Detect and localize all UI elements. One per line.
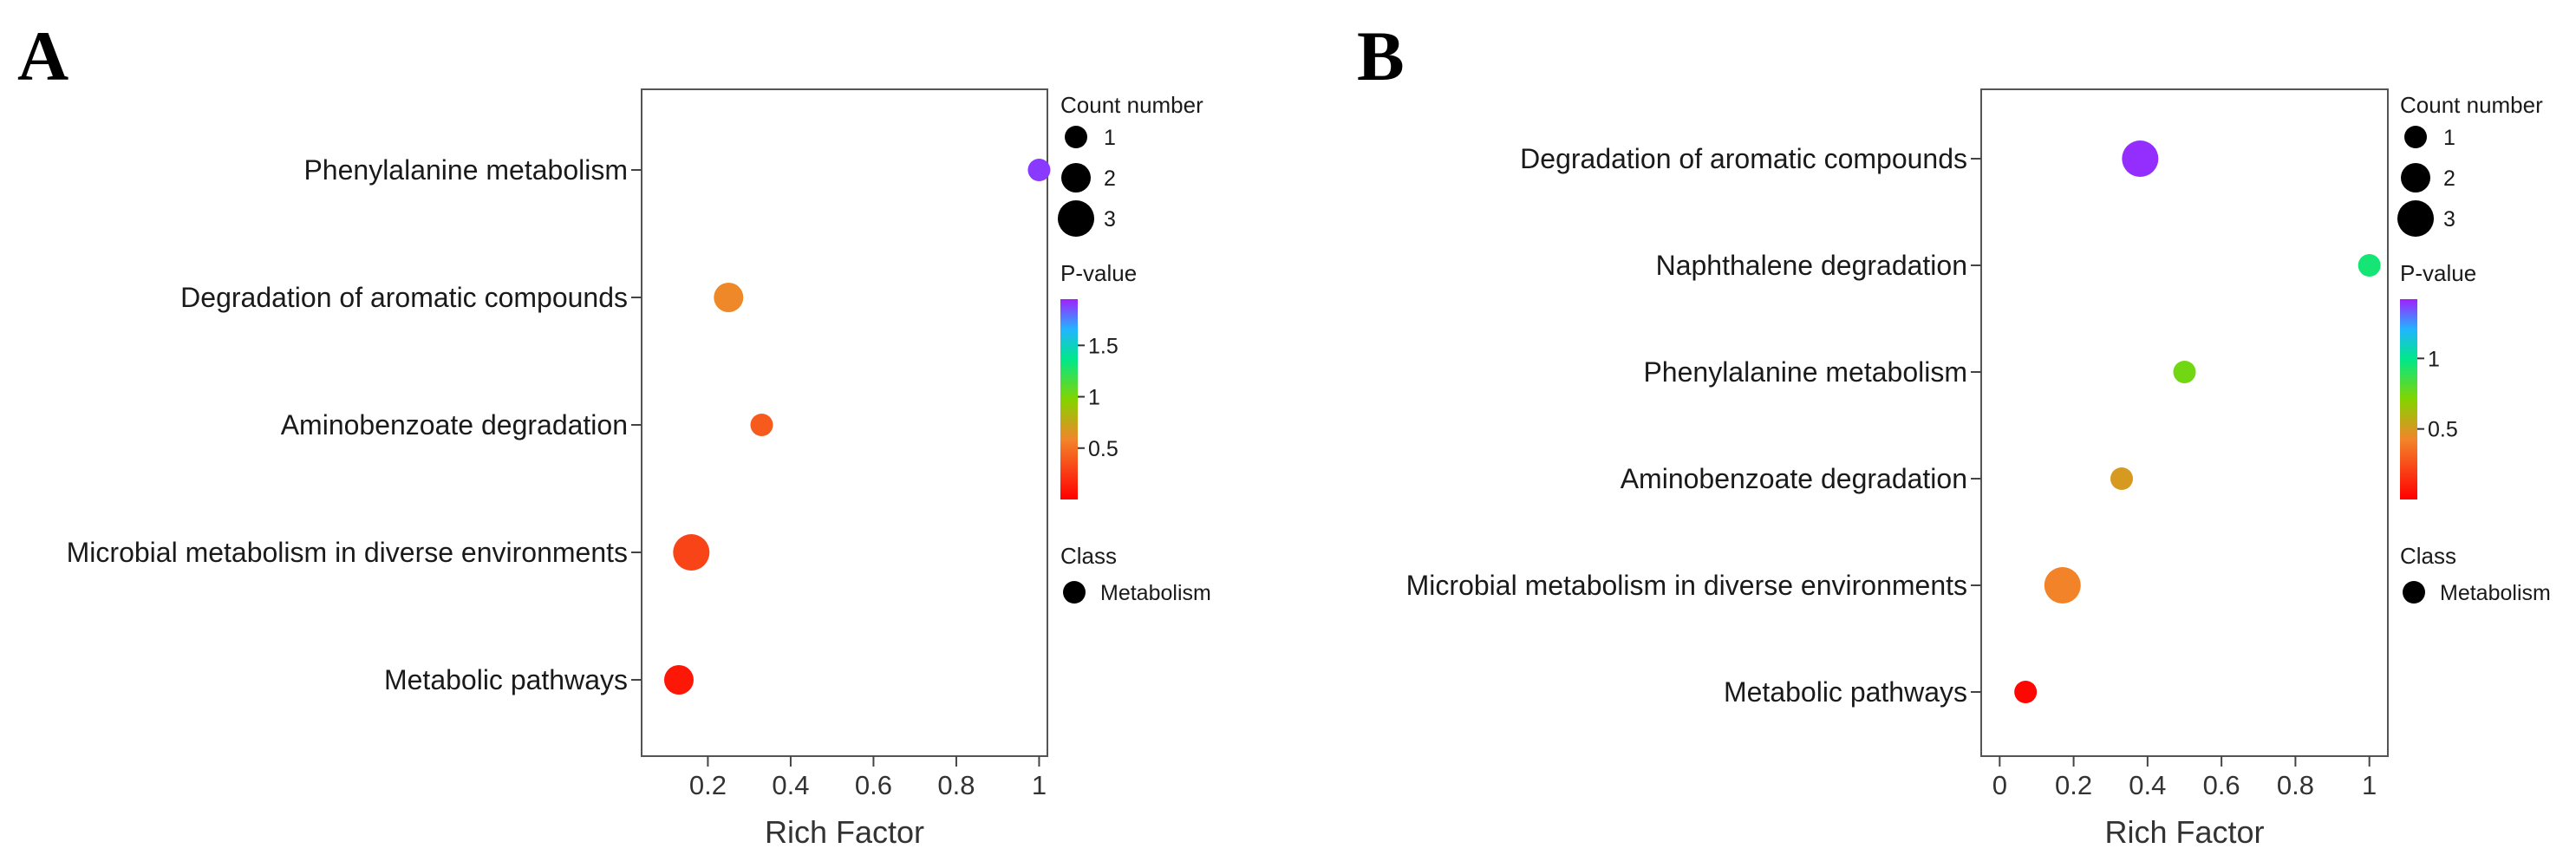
plot-frame bbox=[1980, 88, 2389, 757]
legend-class-circle bbox=[1063, 581, 1086, 604]
x-axis-title: Rich Factor bbox=[2104, 814, 2264, 850]
legend-count-label: 3 bbox=[1104, 207, 1116, 232]
y-tick-label: Microbial metabolism in diverse environm… bbox=[67, 537, 628, 568]
legend-pvalue-tick-label: 0.5 bbox=[2428, 418, 2458, 442]
x-tick-label: 0.6 bbox=[2203, 770, 2240, 800]
legend-count-label: 1 bbox=[2443, 126, 2455, 150]
data-point bbox=[2173, 361, 2196, 383]
data-point bbox=[2110, 467, 2134, 490]
data-point bbox=[673, 534, 710, 571]
legend-count-circle bbox=[2404, 126, 2427, 148]
y-tick-label: Microbial metabolism in diverse environm… bbox=[1406, 570, 1967, 601]
legend-count-circle bbox=[2401, 163, 2430, 193]
y-tick-label: Aminobenzoate degradation bbox=[1621, 463, 1967, 494]
legend-class-label: Metabolism bbox=[1100, 581, 1211, 605]
legend-count-label: 2 bbox=[2443, 166, 2455, 191]
data-point bbox=[2014, 681, 2038, 703]
legend-class-title: Class bbox=[1060, 543, 1117, 569]
x-tick-label: 0.8 bbox=[2277, 770, 2314, 800]
x-tick-label: 1 bbox=[1032, 770, 1047, 800]
plot-frame bbox=[641, 88, 1048, 757]
x-tick-label: 0.4 bbox=[2129, 770, 2166, 800]
legend-pvalue-title: P-value bbox=[1060, 260, 1137, 286]
legend-count-circle bbox=[1058, 200, 1094, 237]
legend-pvalue-title: P-value bbox=[2400, 260, 2476, 286]
y-tick-label: Metabolic pathways bbox=[384, 664, 628, 695]
legend-pvalue-tick-label: 1 bbox=[1088, 386, 1100, 410]
legend-count-circle bbox=[1061, 163, 1091, 193]
data-point bbox=[2044, 567, 2081, 604]
data-point bbox=[2358, 254, 2381, 277]
x-axis-title: Rich Factor bbox=[765, 814, 924, 850]
x-tick-label: 1 bbox=[2362, 770, 2377, 800]
x-tick-label: 0.8 bbox=[937, 770, 975, 800]
y-tick-label: Metabolic pathways bbox=[1724, 676, 1967, 708]
y-tick-label: Degradation of aromatic compounds bbox=[180, 282, 628, 313]
x-tick-label: 0.2 bbox=[2055, 770, 2092, 800]
x-tick-label: 0.4 bbox=[772, 770, 809, 800]
y-tick-label: Aminobenzoate degradation bbox=[281, 409, 628, 441]
legend-pvalue-tick-label: 1.5 bbox=[1088, 334, 1118, 358]
legend-class-title: Class bbox=[2400, 543, 2456, 569]
panel-a: A Phenylalanine metabolism Degradation of … bbox=[17, 16, 1211, 850]
panel-letter: B bbox=[1357, 16, 1405, 95]
legend-class-circle bbox=[2403, 581, 2425, 604]
panel-b: B Degradation of aromatic compounds Naphth… bbox=[1357, 16, 2551, 850]
legend-count-circle bbox=[2397, 200, 2434, 237]
data-point bbox=[1027, 159, 1051, 181]
legend-count-label: 3 bbox=[2443, 207, 2455, 232]
legend-count-title: Count number bbox=[1060, 92, 1203, 118]
x-tick-label: 0.6 bbox=[855, 770, 892, 800]
legend-pvalue-tick-label: 1 bbox=[2428, 347, 2440, 371]
y-tick-label: Naphthalene degradation bbox=[1656, 250, 1967, 281]
y-tick-label: Degradation of aromatic compounds bbox=[1520, 143, 1967, 174]
legend-pvalue-colorbar bbox=[1060, 299, 1078, 499]
data-point bbox=[2122, 140, 2159, 177]
y-tick-label: Phenylalanine metabolism bbox=[303, 154, 628, 186]
legend-count-title: Count number bbox=[2400, 92, 2543, 118]
legend-pvalue-colorbar bbox=[2400, 299, 2417, 499]
data-point bbox=[750, 414, 773, 436]
legend-count-label: 2 bbox=[1104, 166, 1116, 191]
x-tick-label: 0.2 bbox=[689, 770, 727, 800]
panel-letter: A bbox=[17, 16, 68, 95]
data-point bbox=[663, 665, 694, 695]
legend-count-circle bbox=[1065, 126, 1087, 148]
x-tick-label: 0 bbox=[1992, 770, 2007, 800]
legend-count-label: 1 bbox=[1104, 126, 1116, 150]
legend-class-label: Metabolism bbox=[2440, 581, 2551, 605]
data-point bbox=[714, 283, 744, 312]
legend-pvalue-tick-label: 0.5 bbox=[1088, 437, 1118, 461]
y-tick-label: Phenylalanine metabolism bbox=[1643, 356, 1967, 388]
